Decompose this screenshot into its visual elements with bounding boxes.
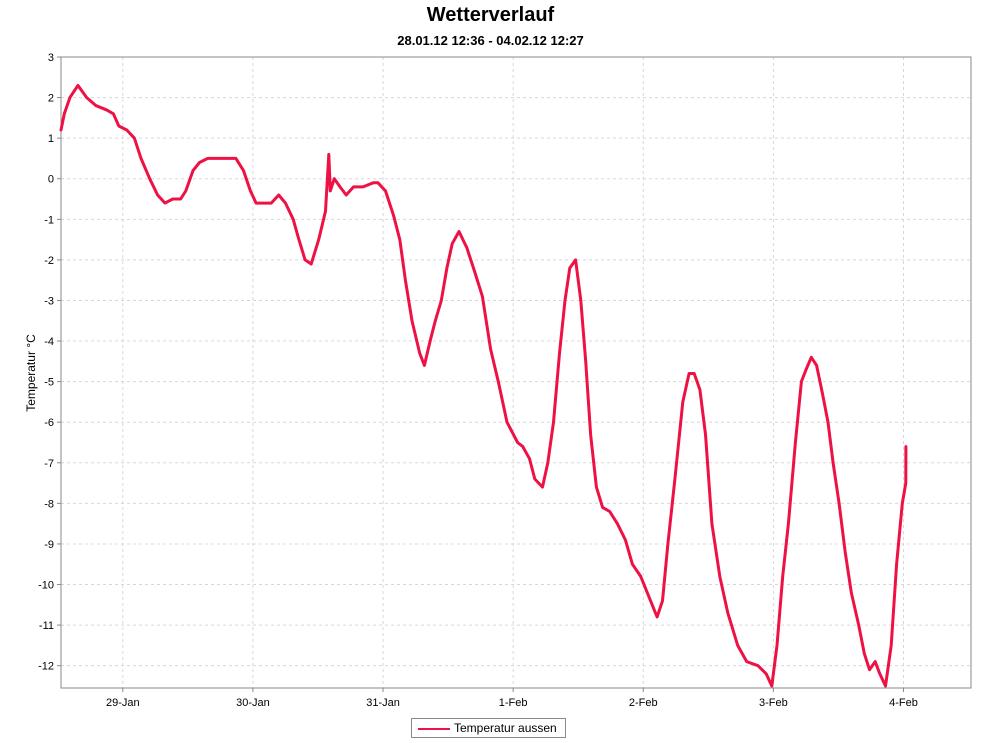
y-tick-label: -4: [44, 336, 54, 348]
y-tick-label: -7: [44, 458, 54, 470]
y-tick-label: -12: [38, 661, 54, 673]
y-tick-label: -3: [44, 295, 54, 307]
y-tick-label: -1: [44, 214, 54, 226]
y-tick-label: -8: [44, 498, 54, 510]
chart-title: Wetterverlauf: [426, 4, 555, 26]
legend-swatch: [418, 728, 450, 730]
y-tick-label: 3: [48, 52, 54, 64]
x-tick-label: 29-Jan: [106, 697, 140, 709]
series-layer: [59, 83, 908, 688]
y-tick-label: 2: [48, 93, 54, 105]
y-tick-label: -9: [44, 539, 54, 551]
x-tick-label: 2-Feb: [629, 697, 658, 709]
y-tick-label: -6: [44, 417, 54, 429]
plot-frame: [60, 56, 972, 689]
y-tick-label: -10: [38, 580, 54, 592]
x-tick-label: 4-Feb: [889, 697, 918, 709]
x-tick-label: 3-Feb: [759, 697, 788, 709]
series-line-temperatur-aussen: [59, 83, 908, 688]
y-tick-label: -11: [39, 620, 54, 632]
legend: Temperatur aussen: [411, 718, 566, 738]
x-tick-label: 31-Jan: [366, 697, 400, 709]
legend-label: Temperatur aussen: [454, 721, 557, 735]
x-tick-label: 1-Feb: [499, 697, 528, 709]
y-tick-label: 1: [48, 133, 54, 145]
y-tick-label: -5: [44, 377, 54, 389]
y-axis-label: Temperatur °C: [24, 334, 38, 412]
x-tick-label: 30-Jan: [236, 697, 270, 709]
chart-subtitle: 28.01.12 12:36 - 04.02.12 12:27: [397, 33, 584, 48]
y-axis: 3 2 1 0 -1 -2 -3 -4 -5 -6 -7 -8 -9 -10 -11 -12: [38, 52, 61, 673]
grid-layer: [61, 56, 971, 688]
y-tick-label: 0: [48, 174, 54, 186]
x-axis: 29-Jan 30-Jan 31-Jan 1-Feb 2-Feb 3-Feb 4-Feb: [106, 688, 918, 709]
y-tick-label: -2: [44, 255, 54, 267]
